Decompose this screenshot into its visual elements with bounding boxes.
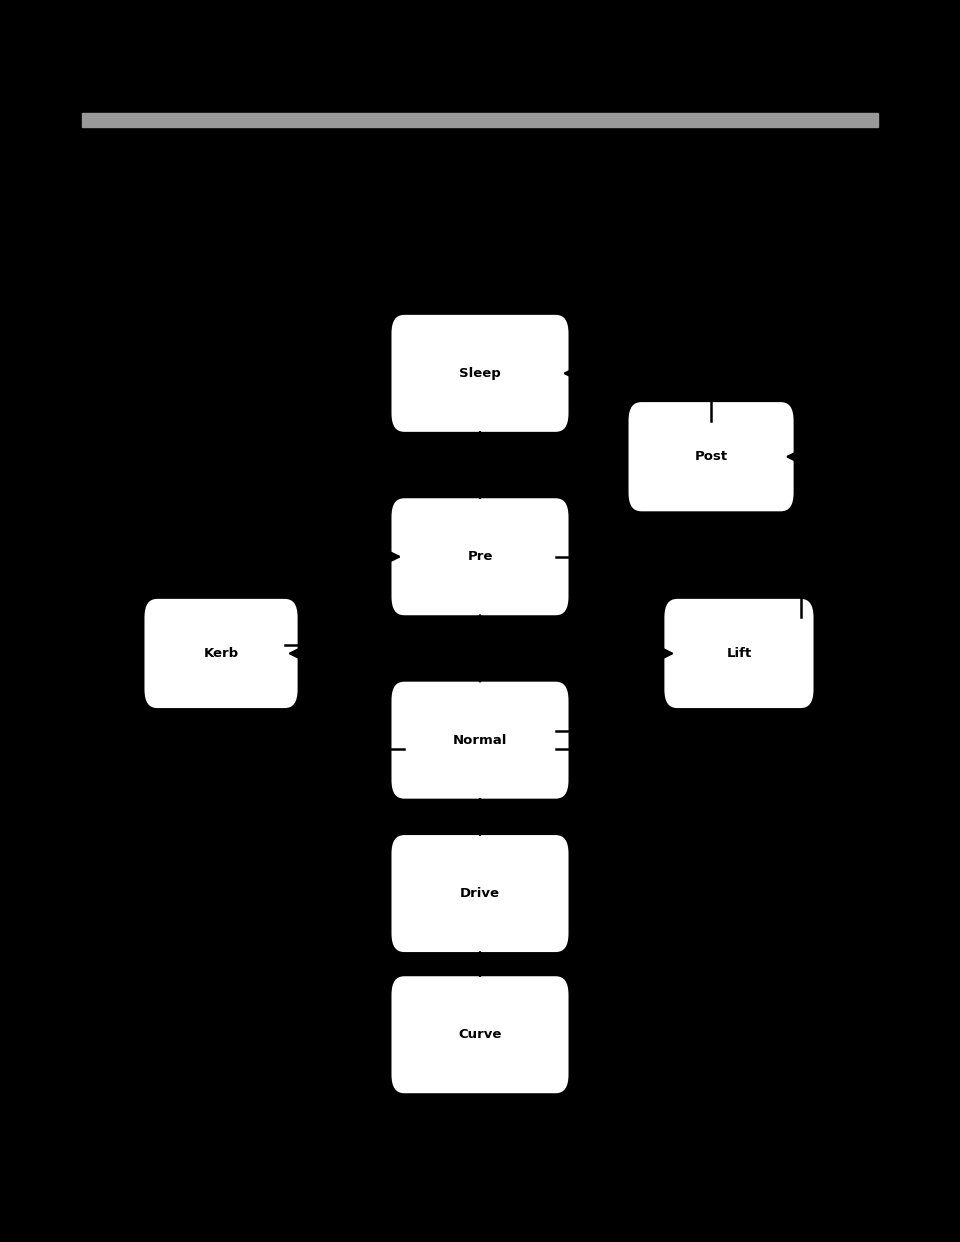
Bar <box>82 113 878 127</box>
Text: Pre: Pre <box>468 550 492 564</box>
FancyBboxPatch shape <box>627 401 795 513</box>
Text: Level Control Systems: Level Control Systems <box>746 1140 854 1150</box>
Text: 47: 47 <box>833 1112 854 1126</box>
Text: Kerb: Kerb <box>204 647 239 660</box>
Text: Sleep: Sleep <box>459 366 501 380</box>
Text: The following chart demonstrates the control sequences of the E65/E66 with singl: The following chart demonstrates the con… <box>106 168 669 180</box>
FancyBboxPatch shape <box>390 975 570 1094</box>
FancyBboxPatch shape <box>143 597 300 709</box>
Text: Drive: Drive <box>460 887 500 900</box>
FancyBboxPatch shape <box>390 497 570 617</box>
FancyBboxPatch shape <box>390 833 570 954</box>
Text: Curve: Curve <box>458 1028 502 1041</box>
Bar <box>82 1149 878 1174</box>
FancyBboxPatch shape <box>662 597 815 709</box>
Text: Lift: Lift <box>727 647 752 660</box>
Bar <box>82 62 878 112</box>
Text: rear air suspension.: rear air suspension. <box>106 186 232 200</box>
FancyBboxPatch shape <box>390 681 570 800</box>
Text: Normal: Normal <box>453 734 507 746</box>
FancyBboxPatch shape <box>390 313 570 433</box>
Text: Control Mode Flow Chart: Control Mode Flow Chart <box>106 142 348 160</box>
Text: Post: Post <box>694 450 728 463</box>
